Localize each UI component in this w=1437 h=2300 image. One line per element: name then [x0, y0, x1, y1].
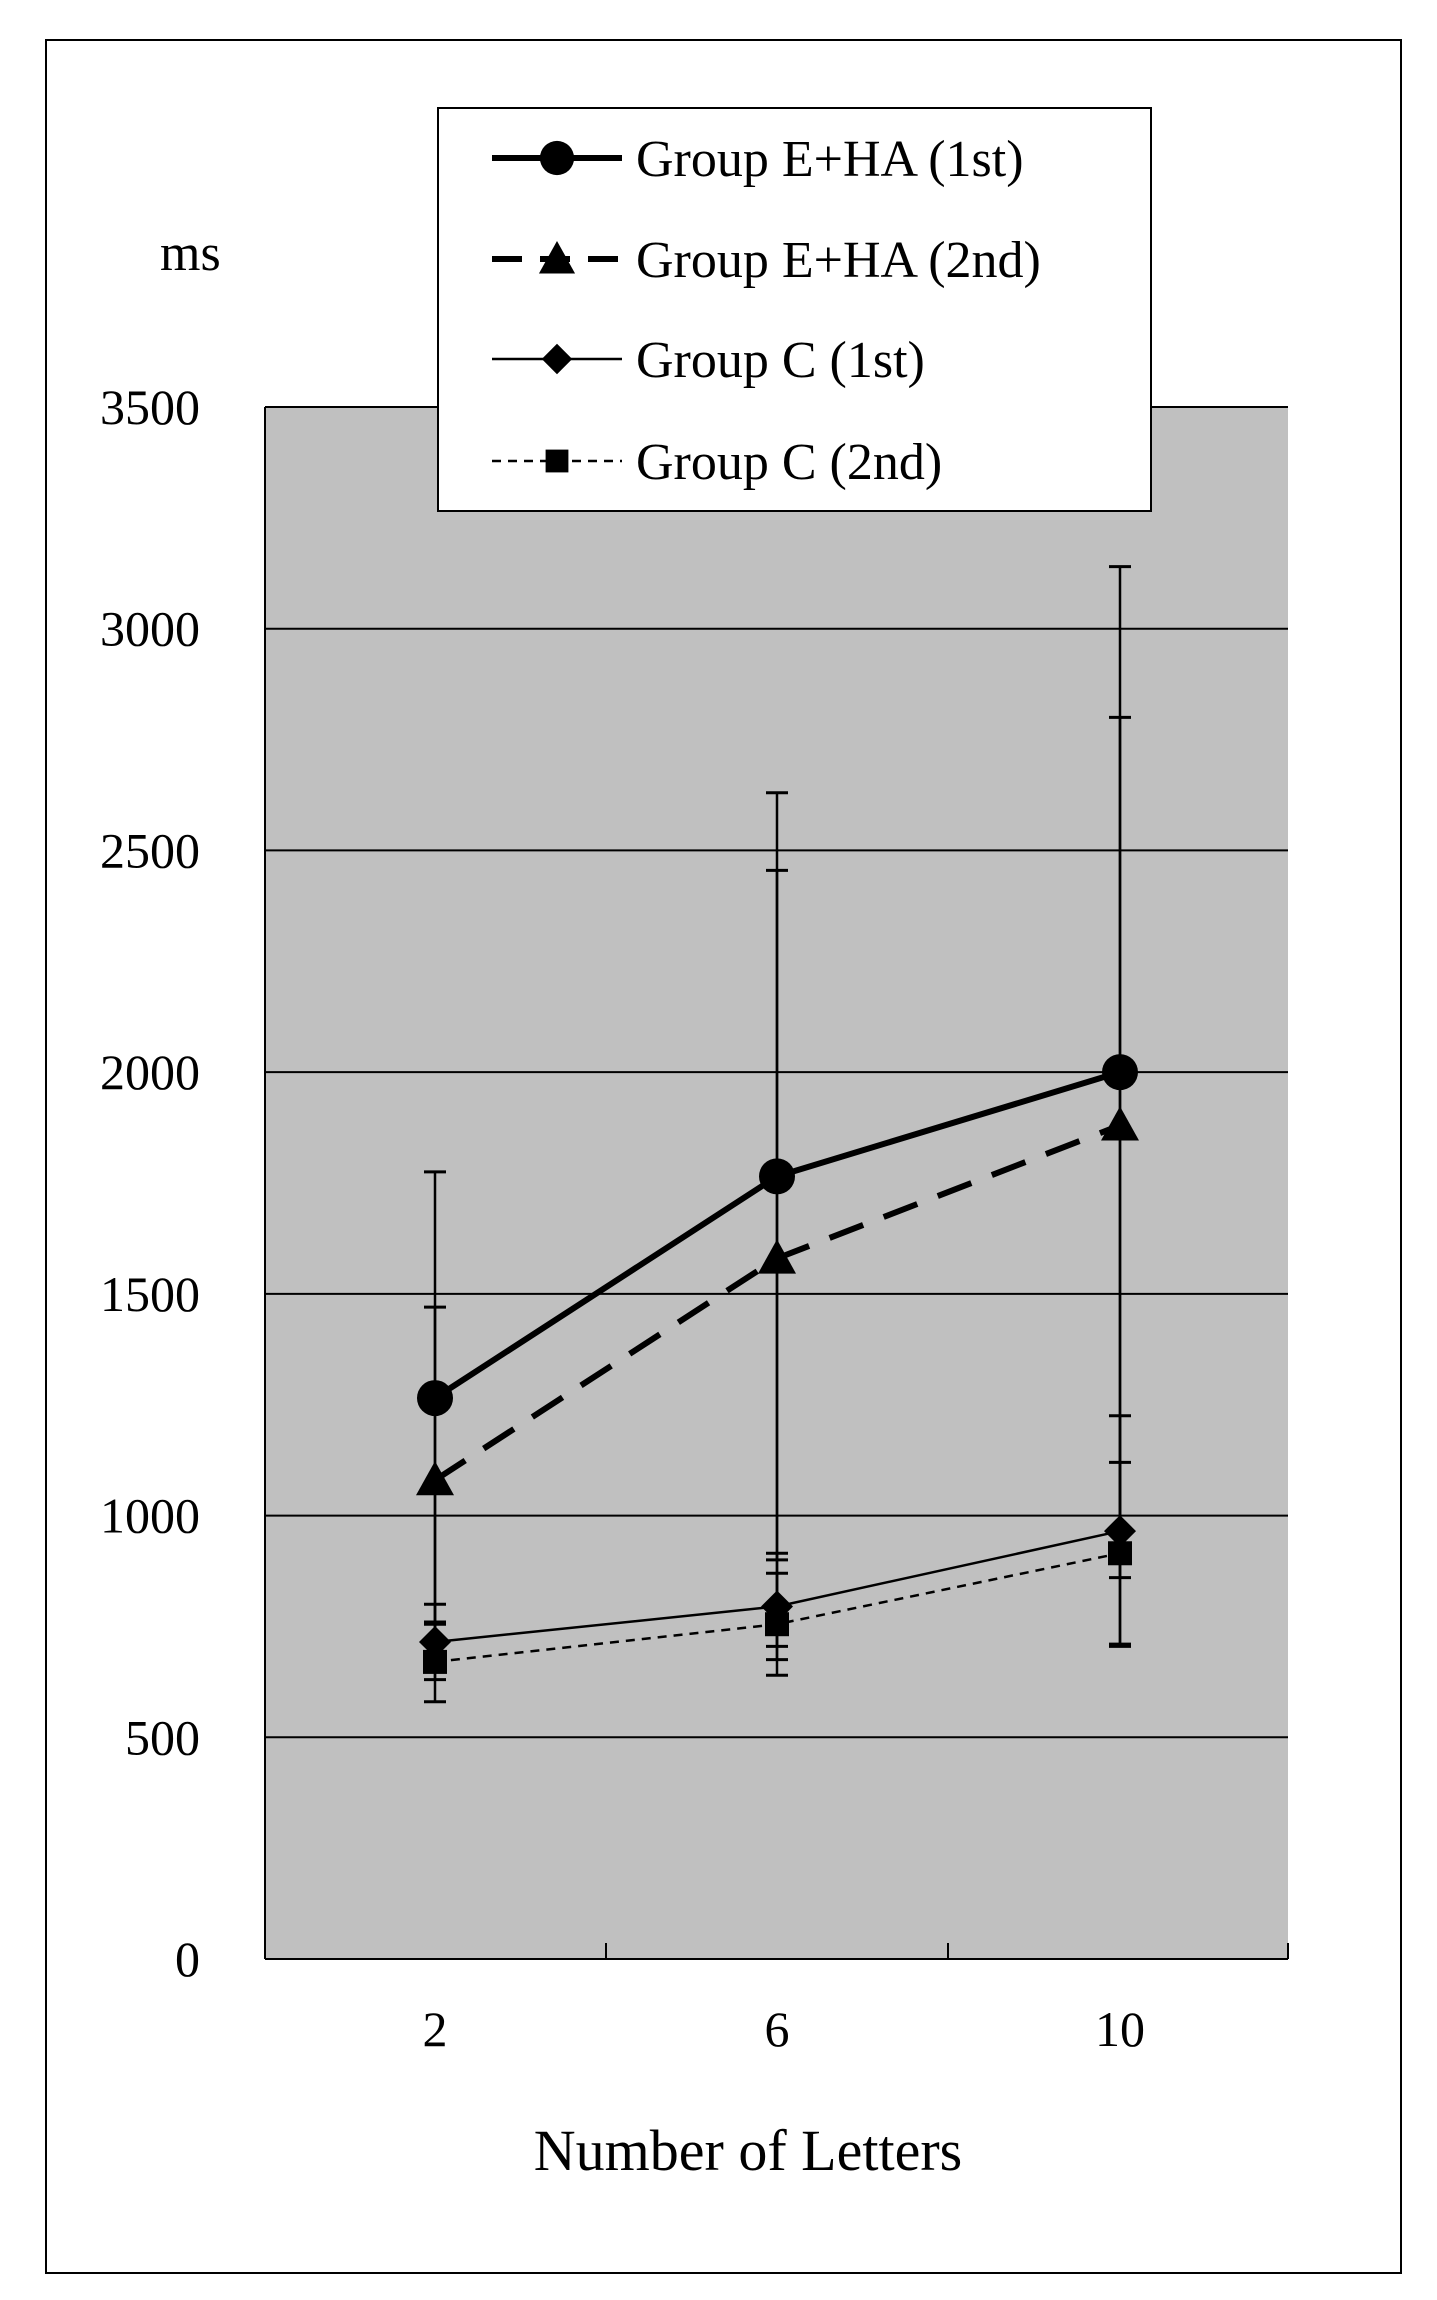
- legend-box: [437, 107, 1152, 512]
- y-axis-label: ms: [160, 225, 221, 282]
- legend: Group E+HA (1st) Group E+HA (2nd) Group C …: [437, 107, 1152, 512]
- y-tick-label: 1000: [100, 1488, 200, 1544]
- data-point-square: [1108, 1541, 1132, 1566]
- y-tick-label: 500: [125, 1709, 200, 1765]
- legend-marker-triangle: [538, 240, 576, 274]
- data-point-circle: [759, 1158, 795, 1195]
- y-tick-label: 3500: [100, 379, 200, 435]
- legend-label: Group C (2nd): [636, 434, 942, 491]
- data-point-triangle: [758, 1239, 796, 1274]
- data-point-circle: [1102, 1054, 1138, 1091]
- x-tick-labels: 2 6 10: [423, 2001, 1146, 2057]
- legend-marker-square: [545, 449, 569, 473]
- legend-label: Group E+HA (2nd): [636, 232, 1041, 289]
- data-point-square: [765, 1612, 789, 1637]
- legend-marker-diamond: [541, 343, 573, 375]
- data-point-square: [423, 1649, 447, 1674]
- y-tick-label: 2500: [100, 822, 200, 878]
- x-tick-label: 6: [765, 2001, 790, 2057]
- x-tick-label: 2: [423, 2001, 448, 2057]
- legend-marker-circle: [539, 140, 575, 176]
- y-tick-label: 1500: [100, 1266, 200, 1322]
- data-point-triangle: [1101, 1106, 1139, 1141]
- data-point-diamond: [1104, 1515, 1136, 1548]
- series-markers: [416, 1054, 1139, 1674]
- y-tick-labels: 0 500 1000 1500 2000 2500 3000 3500: [100, 379, 200, 1987]
- data-point-circle: [417, 1380, 453, 1417]
- axes: [264, 407, 1289, 1960]
- x-axis-label: Number of Letters: [534, 2118, 962, 2183]
- legend-label: Group C (1st): [636, 332, 925, 389]
- legend-label: Group E+HA (1st): [636, 131, 1024, 188]
- y-tick-label: 2000: [100, 1044, 200, 1100]
- data-point-triangle: [416, 1461, 454, 1496]
- y-tick-label: 3000: [100, 601, 200, 657]
- x-tick-label: 10: [1095, 2001, 1145, 2057]
- y-tick-label: 0: [175, 1931, 200, 1987]
